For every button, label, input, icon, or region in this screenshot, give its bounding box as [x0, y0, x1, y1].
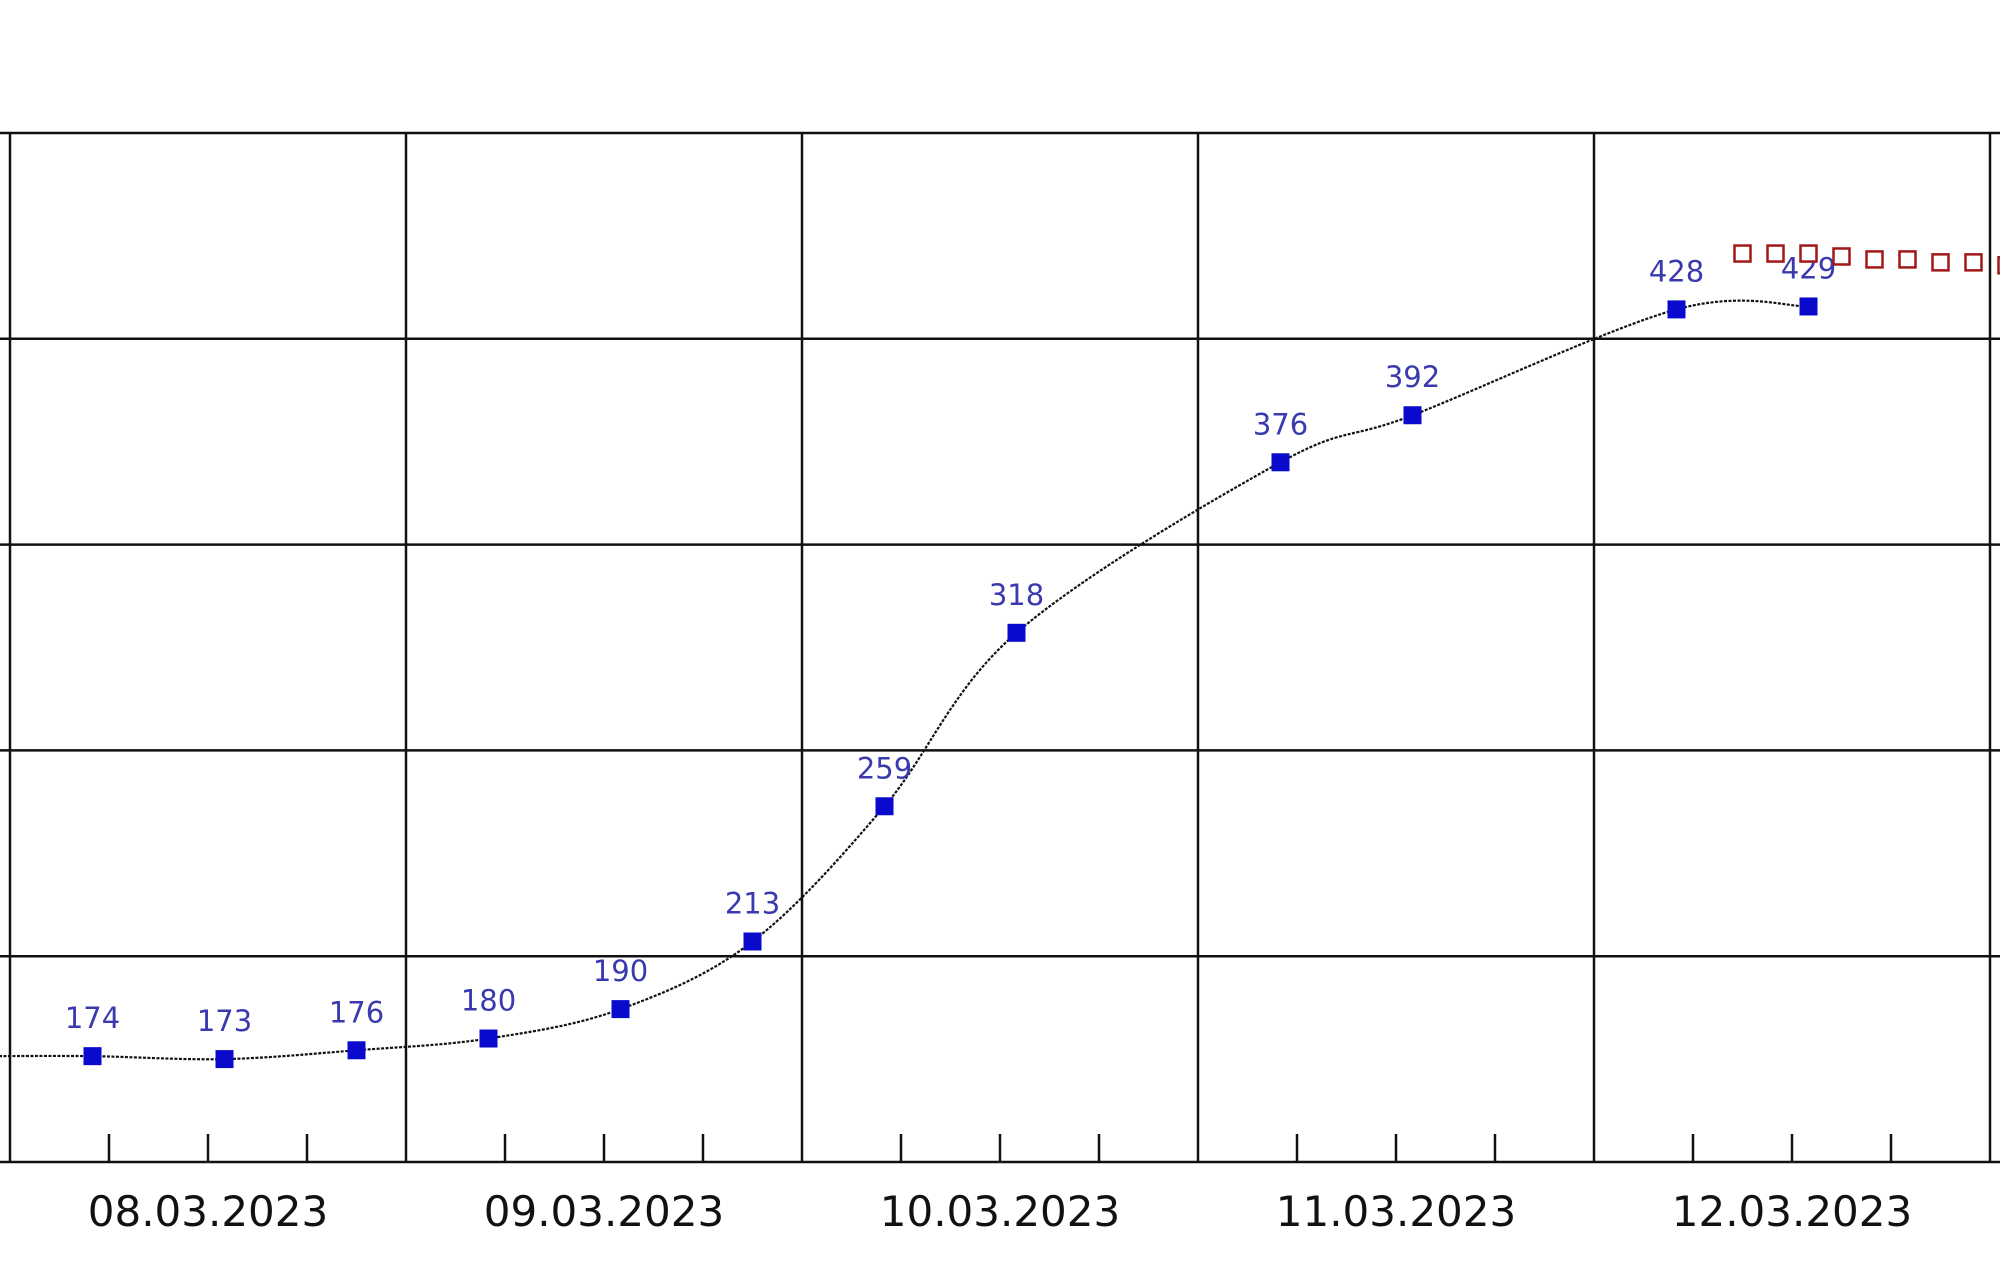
series-line — [0, 299, 1809, 1061]
data-point-marker — [875, 797, 894, 816]
forecast-marker — [1799, 244, 1818, 263]
grid — [0, 131, 2000, 1164]
data-label: 174 — [65, 1001, 120, 1035]
x-tick-label: 10.03.2023 — [880, 1187, 1120, 1236]
forecast-marker — [1931, 253, 1950, 272]
forecast-marker — [1898, 250, 1917, 269]
data-point-marker — [1403, 406, 1422, 425]
forecast-marker — [1733, 244, 1752, 263]
data-point-marker — [215, 1050, 234, 1069]
x-axis-labels: 08.03.2023 09.03.2023 10.03.2023 11.03.2… — [88, 1187, 1912, 1236]
data-point-marker — [743, 932, 762, 951]
forecast-marker — [1766, 244, 1785, 263]
data-point-marker — [347, 1041, 366, 1060]
x-tick-label: 09.03.2023 — [484, 1187, 724, 1236]
forecast-marker — [1997, 256, 2000, 275]
data-label: 190 — [593, 954, 648, 988]
data-point-marker — [1271, 453, 1290, 472]
forecast-marker — [1964, 253, 1983, 272]
data-label: 428 — [1649, 254, 1704, 288]
data-point-marker — [1007, 623, 1026, 642]
data-label: 173 — [197, 1004, 252, 1038]
data-label: 259 — [857, 751, 912, 785]
forecast-marker — [1832, 247, 1851, 266]
x-tick-label: 11.03.2023 — [1276, 1187, 1516, 1236]
data-point-marker — [83, 1047, 102, 1066]
data-point-marker — [1667, 300, 1686, 319]
data-point-marker — [479, 1029, 498, 1048]
data-label: 213 — [725, 887, 780, 921]
data-label: 376 — [1253, 407, 1308, 441]
data-label: 176 — [329, 995, 384, 1029]
x-tick-label: 08.03.2023 — [88, 1187, 328, 1236]
data-label: 392 — [1385, 360, 1440, 394]
data-point-marker — [1799, 297, 1818, 316]
data-label: 180 — [461, 984, 516, 1018]
data-point-marker — [611, 1000, 630, 1019]
data-label: 318 — [989, 578, 1044, 612]
forecast-marker — [1865, 250, 1884, 269]
x-tick-label: 12.03.2023 — [1672, 1187, 1912, 1236]
